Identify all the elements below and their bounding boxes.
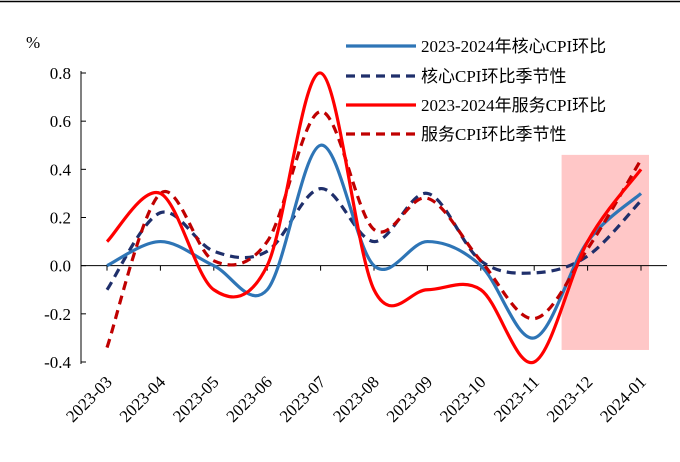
y-tick-label: 0.4 [50, 160, 72, 179]
x-tick-label: 2023-07 [276, 372, 330, 426]
x-tick-label: 2023-12 [543, 372, 597, 426]
series-lines [105, 71, 643, 364]
x-tick-label: 2023-09 [383, 372, 437, 426]
x-tick-label: 2023-10 [436, 372, 490, 426]
x-tick-label: 2023-05 [169, 372, 223, 426]
y-tick-label: 0.2 [50, 209, 71, 228]
y-tick-label: -0.4 [44, 353, 71, 372]
highlight-region [561, 154, 649, 350]
x-tick-label: 2023-03 [62, 372, 116, 426]
x-tick-label: 2023-06 [223, 372, 277, 426]
y-tick-label: 0.6 [50, 112, 71, 131]
legend-label: 核心CPI环比季节性 [421, 67, 566, 86]
y-tick-label: 0.0 [50, 257, 71, 276]
legend-label: 服务CPI环比季节性 [421, 125, 566, 144]
y-tick-label: -0.2 [44, 305, 71, 324]
highlight-rect [561, 154, 649, 350]
series-line-3 [105, 71, 643, 364]
y-unit-label: % [26, 33, 40, 52]
x-tick-label: 2023-08 [329, 372, 383, 426]
x-tick-label: 2024-01 [596, 372, 650, 426]
x-tick-label: 2023-04 [116, 372, 170, 426]
legend-label: 2023-2024年核心CPI环比 [421, 37, 606, 56]
x-tick-label: 2023-11 [490, 372, 543, 425]
legend-label: 2023-2024年服务CPI环比 [421, 96, 606, 115]
series-line-2 [105, 187, 643, 291]
y-tick-label: 0.8 [50, 64, 71, 83]
